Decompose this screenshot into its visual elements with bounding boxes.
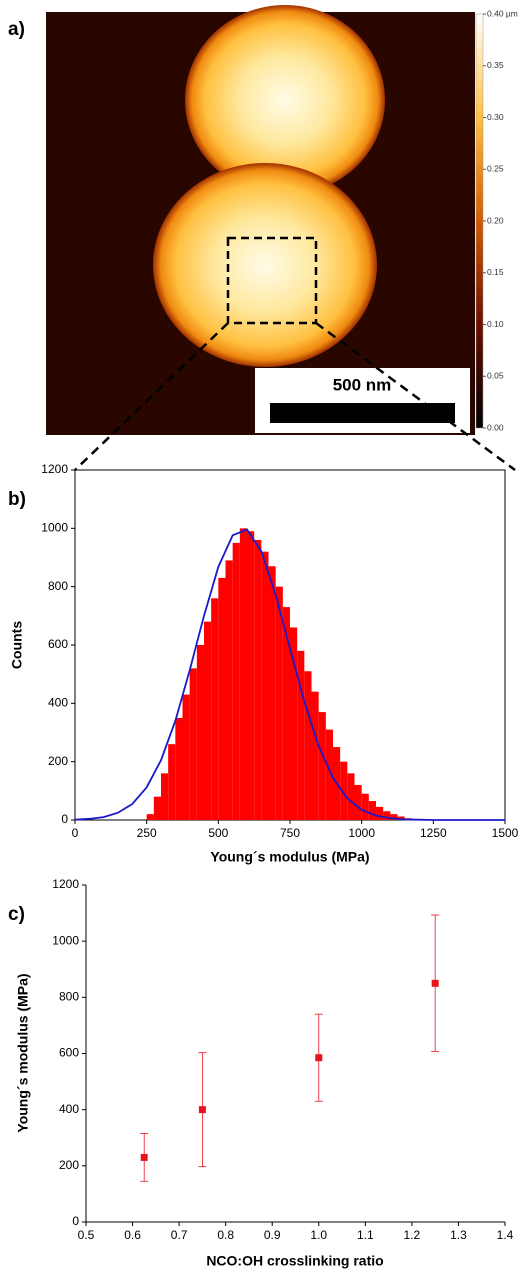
x-tick-label: 1250 xyxy=(420,826,447,840)
x-tick-label: 1.2 xyxy=(404,1228,421,1242)
colorbar-tick-label: 0.25 xyxy=(487,164,504,174)
x-tick-label: 1.1 xyxy=(357,1228,374,1242)
data-point xyxy=(198,1106,206,1114)
histogram-bar xyxy=(325,729,333,820)
histogram-bar xyxy=(261,551,269,820)
histogram-bar xyxy=(376,806,384,820)
colorbar-tick-label: 0.05 xyxy=(487,371,504,381)
y-tick-label: 400 xyxy=(48,696,68,710)
colorbar-tick-label: 0.00 xyxy=(487,422,504,432)
x-tick-label: 0.7 xyxy=(171,1228,188,1242)
data-point xyxy=(315,1054,323,1062)
histogram-bar xyxy=(175,717,183,820)
panel-label: b) xyxy=(8,489,26,510)
y-tick-label: 400 xyxy=(59,1102,79,1116)
data-point xyxy=(140,1153,148,1161)
colorbar-tick-label: 0.40 µm xyxy=(487,8,518,18)
colorbar-tick-label: 0.30 xyxy=(487,112,504,122)
colorbar-tick-label: 0.15 xyxy=(487,267,504,277)
y-tick-label: 600 xyxy=(59,1046,79,1060)
histogram-bar xyxy=(196,645,204,820)
y-axis-label: Counts xyxy=(9,621,25,669)
histogram-bar xyxy=(297,650,305,820)
y-tick-label: 200 xyxy=(48,754,68,768)
histogram-bar xyxy=(168,744,176,820)
panel-label: c) xyxy=(8,904,25,925)
fit-curve xyxy=(74,528,505,821)
histogram-bar xyxy=(254,540,262,820)
histogram-bar xyxy=(383,811,391,820)
y-tick-label: 800 xyxy=(59,990,79,1004)
x-tick-label: 1.0 xyxy=(310,1228,327,1242)
x-tick-label: 1000 xyxy=(348,826,375,840)
histogram-bar xyxy=(268,566,276,820)
zoom-line xyxy=(315,321,516,472)
histogram-bar xyxy=(239,528,247,820)
x-tick-label: 0.9 xyxy=(264,1228,281,1242)
afm-image: 500 nm xyxy=(46,5,484,435)
x-axis-label: Young´s modulus (MPa) xyxy=(210,849,369,865)
histogram-bar xyxy=(368,801,376,820)
colorbar-tick-label: 0.20 xyxy=(487,215,504,225)
y-tick-label: 1200 xyxy=(52,877,79,891)
y-tick-label: 0 xyxy=(72,1214,79,1228)
zoom-line xyxy=(74,322,229,471)
x-tick-label: 0.6 xyxy=(124,1228,141,1242)
histogram-bar xyxy=(161,773,169,820)
x-tick-label: 1500 xyxy=(492,826,519,840)
y-tick-label: 200 xyxy=(59,1158,79,1172)
y-tick-label: 1200 xyxy=(41,462,68,476)
histogram-bar xyxy=(354,785,362,820)
histogram-bar xyxy=(146,814,154,820)
histogram-bar xyxy=(304,671,312,820)
x-tick-label: 500 xyxy=(208,826,228,840)
histogram-bar xyxy=(347,773,355,820)
x-tick-label: 1.4 xyxy=(497,1228,514,1242)
y-tick-label: 600 xyxy=(48,637,68,651)
histogram-bar xyxy=(211,598,219,820)
histogram-bar xyxy=(182,694,190,820)
y-tick-label: 800 xyxy=(48,579,68,593)
y-axis-label: Young´s modulus (MPa) xyxy=(15,973,31,1132)
colorbar-tick-label: 0.35 xyxy=(487,60,504,70)
y-tick-label: 1000 xyxy=(52,933,79,947)
histogram-bar xyxy=(340,761,348,820)
histogram-bar xyxy=(282,607,290,820)
histogram-bar xyxy=(311,691,319,820)
y-tick-label: 0 xyxy=(61,812,68,826)
x-tick-label: 0.8 xyxy=(217,1228,234,1242)
histogram-bar xyxy=(153,796,161,820)
histogram-bar xyxy=(204,621,212,820)
histogram-bar xyxy=(275,586,283,820)
x-tick-label: 750 xyxy=(280,826,300,840)
x-tick-label: 0.5 xyxy=(78,1228,95,1242)
histogram-bar xyxy=(225,560,233,820)
data-point xyxy=(431,979,439,987)
histogram-bar xyxy=(318,712,326,820)
histogram-bar xyxy=(247,531,255,820)
x-axis-label: NCO:OH crosslinking ratio xyxy=(206,1253,383,1269)
colorbar-tick-label: 0.10 xyxy=(487,319,504,329)
x-tick-label: 1.3 xyxy=(450,1228,467,1242)
x-tick-label: 250 xyxy=(137,826,157,840)
histogram-bar xyxy=(361,793,369,820)
histogram-bar xyxy=(290,627,298,820)
histogram-bar xyxy=(390,814,398,820)
histogram-bar xyxy=(232,542,240,820)
panel-label: a) xyxy=(8,19,25,40)
y-tick-label: 1000 xyxy=(41,521,68,535)
x-tick-label: 0 xyxy=(72,826,79,840)
histogram-bar xyxy=(189,668,197,820)
scale-bar-label: 500 nm xyxy=(333,375,392,394)
histogram-bar xyxy=(218,577,226,820)
